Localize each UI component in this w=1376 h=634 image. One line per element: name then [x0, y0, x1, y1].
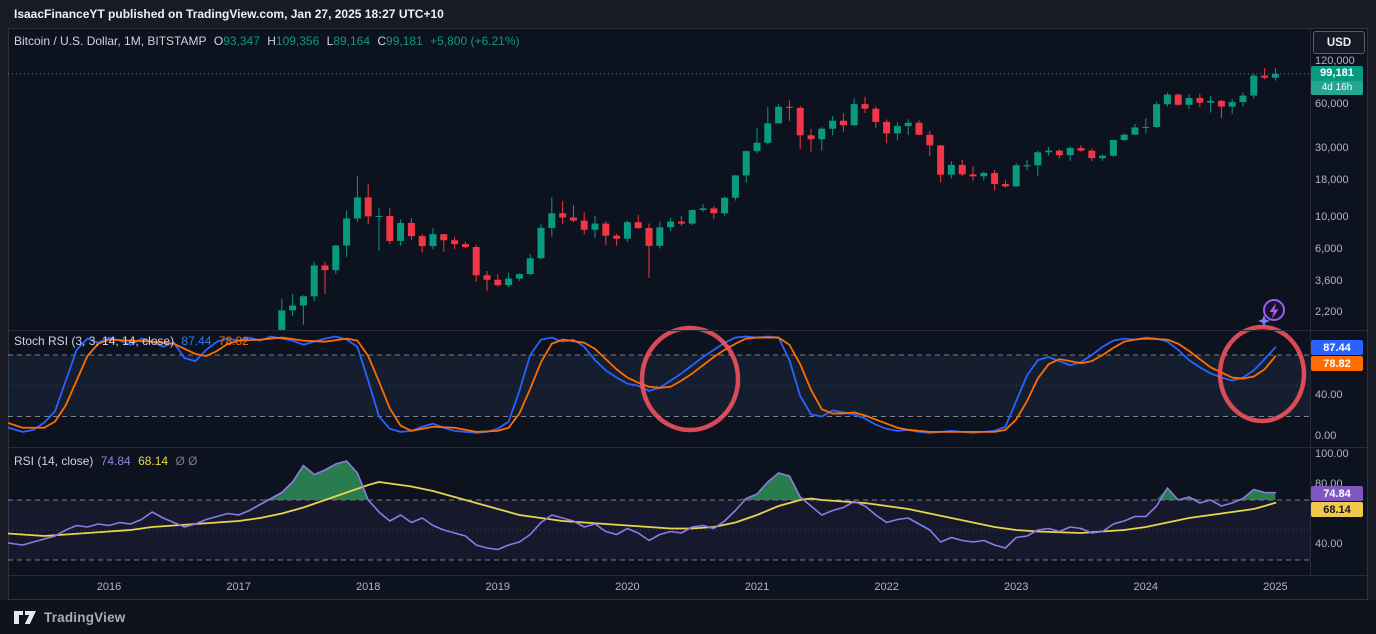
boost-icon[interactable] — [1256, 296, 1290, 328]
bar-countdown: 4d 16h — [1311, 81, 1363, 95]
high-value: 109,356 — [275, 34, 320, 48]
stoch-axis-label: 40.00 — [1315, 389, 1343, 401]
price-axis-label: 30,000 — [1315, 142, 1349, 154]
footer-bar: TradingView — [0, 600, 1376, 634]
time-axis-label: 2024 — [1133, 581, 1159, 593]
time-axis-label: 2023 — [1003, 581, 1029, 593]
high-label: H — [267, 34, 276, 48]
close-label: C — [377, 34, 387, 48]
stoch-axis-label: 0.00 — [1315, 430, 1337, 442]
rsi-ma-badge: 68.14 — [1311, 502, 1363, 517]
rsi-ma-value: 68.14 — [138, 454, 169, 468]
time-axis-label: 2022 — [874, 581, 899, 593]
stoch-k-badge: 87.44 — [1311, 340, 1363, 355]
stoch-d-value: 78.82 — [218, 334, 249, 348]
rsi-axis-label: 40.00 — [1315, 538, 1343, 550]
current-price-value: 99,181 — [1320, 67, 1354, 79]
price-axis-label: 2,200 — [1315, 306, 1343, 319]
rsi-value-badge: 74.84 — [1311, 486, 1363, 501]
symbol-title[interactable]: Bitcoin / U.S. Dollar, 1M, BITSTAMP — [14, 34, 207, 48]
time-axis-label: 2021 — [744, 581, 770, 593]
rsi-axis-label: 100.00 — [1315, 448, 1349, 460]
time-axis-label: 2025 — [1263, 581, 1288, 593]
chart-widget — [8, 28, 1368, 600]
price-axis-label: 6,000 — [1315, 243, 1343, 256]
price-axis-label: 18,000 — [1315, 174, 1349, 187]
rsi-smoothing-flags: Ø Ø — [175, 454, 198, 468]
time-axis-label: 2019 — [485, 581, 511, 593]
change-value: +5,800 (+6.21%) — [430, 34, 520, 48]
time-axis-label: 2016 — [96, 581, 122, 593]
low-label: L — [326, 34, 334, 48]
time-axis-label: 2018 — [355, 581, 381, 593]
tradingview-logo-icon[interactable] — [14, 610, 37, 625]
rsi-title[interactable]: RSI (14, close) — [14, 454, 94, 468]
rsi-legend[interactable]: RSI (14, close) 74.84 68.14 Ø Ø — [14, 454, 201, 468]
stoch-k-value: 87.44 — [181, 334, 212, 348]
current-price-badge: 99,181 4d 16h — [1311, 66, 1363, 95]
publish-header-text: IsaacFinanceYT published on TradingView.… — [14, 7, 444, 21]
stoch-rsi-title[interactable]: Stoch RSI (3, 3, 14, 14, close) — [14, 334, 175, 348]
publish-header: IsaacFinanceYT published on TradingView.… — [0, 0, 1376, 28]
tradingview-wordmark[interactable]: TradingView — [44, 609, 126, 625]
close-value: 99,181 — [386, 34, 423, 48]
stoch-d-badge: 78.82 — [1311, 356, 1363, 371]
symbol-legend[interactable]: Bitcoin / U.S. Dollar, 1M, BITSTAMP O93,… — [14, 34, 524, 48]
highlight-circle — [639, 325, 741, 433]
candles — [278, 67, 1279, 330]
rsi-value: 74.84 — [100, 454, 131, 468]
price-axis-label: 120,000 — [1315, 54, 1355, 67]
highlight-circle — [1217, 324, 1307, 424]
time-axis-label: 2020 — [615, 581, 640, 593]
open-label: O — [213, 34, 224, 48]
stoch-rsi-legend[interactable]: Stoch RSI (3, 3, 14, 14, close) 87.44 78… — [14, 334, 253, 348]
low-value: 89,164 — [333, 34, 371, 48]
open-value: 93,347 — [223, 34, 260, 48]
currency-button[interactable]: USD — [1313, 31, 1365, 54]
price-axis-label: 60,000 — [1315, 98, 1349, 111]
price-axis-label: 10,000 — [1315, 211, 1349, 223]
time-axis-label: 2017 — [226, 581, 251, 593]
price-axis-label: 3,600 — [1315, 275, 1343, 288]
